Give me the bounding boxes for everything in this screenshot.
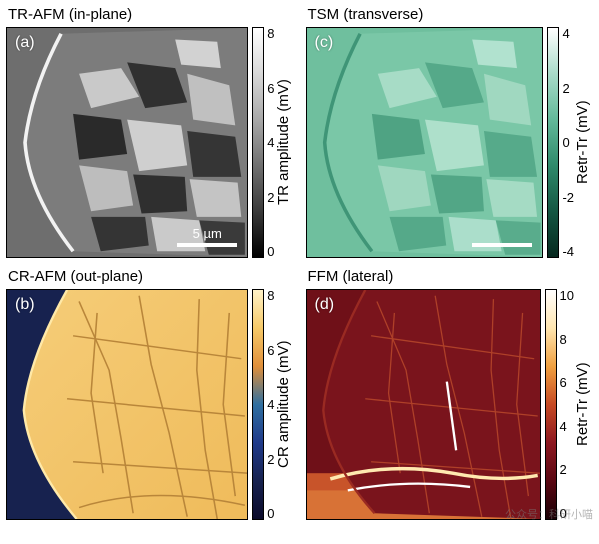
- panel-c-body: (c) 4 2 0 -2 -4 Retr-Tr (mV): [306, 27, 594, 258]
- panel-b-colorbar: 8 6 4 2 0 CR amplitude (mV): [252, 289, 293, 520]
- panel-b-cbar-ticks: 8 6 4 2 0: [264, 289, 274, 520]
- panel-a-label: (a): [15, 34, 35, 52]
- panel-b-title: CR-AFM (out-plane): [6, 268, 294, 285]
- panel-a-body: (a) 5 µm 8 6 4 2 0 TR amplitude (mV): [6, 27, 294, 258]
- panel-a: TR-AFM (in-plane): [6, 6, 294, 258]
- tick: 4: [562, 27, 574, 40]
- figure-grid: TR-AFM (in-plane): [0, 0, 599, 526]
- panel-a-cbar-ticks: 8 6 4 2 0: [264, 27, 274, 258]
- panel-a-scalebar: 5 µm: [177, 226, 237, 247]
- tick: 0: [267, 507, 274, 520]
- tick: 8: [267, 289, 274, 302]
- panel-b-map: (b): [6, 289, 248, 520]
- panel-a-title: TR-AFM (in-plane): [6, 6, 294, 23]
- panel-c-scalebar: [472, 243, 532, 247]
- tick: -4: [562, 245, 574, 258]
- panel-b-axislabel: CR amplitude (mV): [275, 289, 294, 520]
- panel-c: TSM (transverse): [306, 6, 594, 258]
- panel-b: CR-AFM (out-plane): [6, 268, 294, 520]
- tick: 6: [267, 344, 274, 357]
- tick: 4: [267, 398, 274, 411]
- panel-b-body: (b) 8 6 4 2 0 CR amplitude (mV): [6, 289, 294, 520]
- tick: 0: [562, 136, 574, 149]
- panel-d-title: FFM (lateral): [306, 268, 594, 285]
- panel-d-cbar-ticks: 10 8 6 4 2 0: [557, 289, 574, 520]
- tick: 6: [560, 376, 574, 389]
- panel-d-label: (d): [315, 296, 335, 314]
- scalebar-line: [472, 243, 532, 247]
- panel-c-cbar-gradient: [547, 27, 559, 258]
- tick: 8: [560, 333, 574, 346]
- tick: 2: [267, 453, 274, 466]
- panel-a-axislabel: TR amplitude (mV): [275, 27, 294, 258]
- panel-c-label: (c): [315, 34, 334, 52]
- tick: -2: [562, 191, 574, 204]
- panel-a-colorbar: 8 6 4 2 0 TR amplitude (mV): [252, 27, 293, 258]
- tick: 4: [560, 420, 574, 433]
- tick: 2: [562, 82, 574, 95]
- tick: 0: [267, 245, 274, 258]
- panel-d-axislabel: Retr-Tr (mV): [574, 289, 593, 520]
- panel-d-cbar-gradient: [545, 289, 557, 520]
- panel-a-map: (a) 5 µm: [6, 27, 248, 258]
- tick: 4: [267, 136, 274, 149]
- tick: 2: [560, 463, 574, 476]
- panel-a-cbar-gradient: [252, 27, 264, 258]
- panel-c-axislabel: Retr-Tr (mV): [574, 27, 593, 258]
- tick: 6: [267, 82, 274, 95]
- tick: 10: [560, 289, 574, 302]
- panel-d-colorbar: 10 8 6 4 2 0 Retr-Tr (mV): [545, 289, 593, 520]
- tick: 8: [267, 27, 274, 40]
- panel-c-title: TSM (transverse): [306, 6, 594, 23]
- scalebar-line: [177, 243, 237, 247]
- panel-c-colorbar: 4 2 0 -2 -4 Retr-Tr (mV): [547, 27, 593, 258]
- tick: 2: [267, 191, 274, 204]
- panel-d-body: (d) 10 8 6 4 2 0 Retr-Tr (mV): [306, 289, 594, 520]
- panel-b-cbar-gradient: [252, 289, 264, 520]
- tick: 0: [560, 507, 574, 520]
- panel-b-label: (b): [15, 296, 35, 314]
- panel-d: FFM (lateral): [306, 268, 594, 520]
- scalebar-text: 5 µm: [193, 226, 222, 241]
- panel-c-map: (c): [306, 27, 544, 258]
- panel-c-cbar-ticks: 4 2 0 -2 -4: [559, 27, 574, 258]
- panel-d-map: (d): [306, 289, 541, 520]
